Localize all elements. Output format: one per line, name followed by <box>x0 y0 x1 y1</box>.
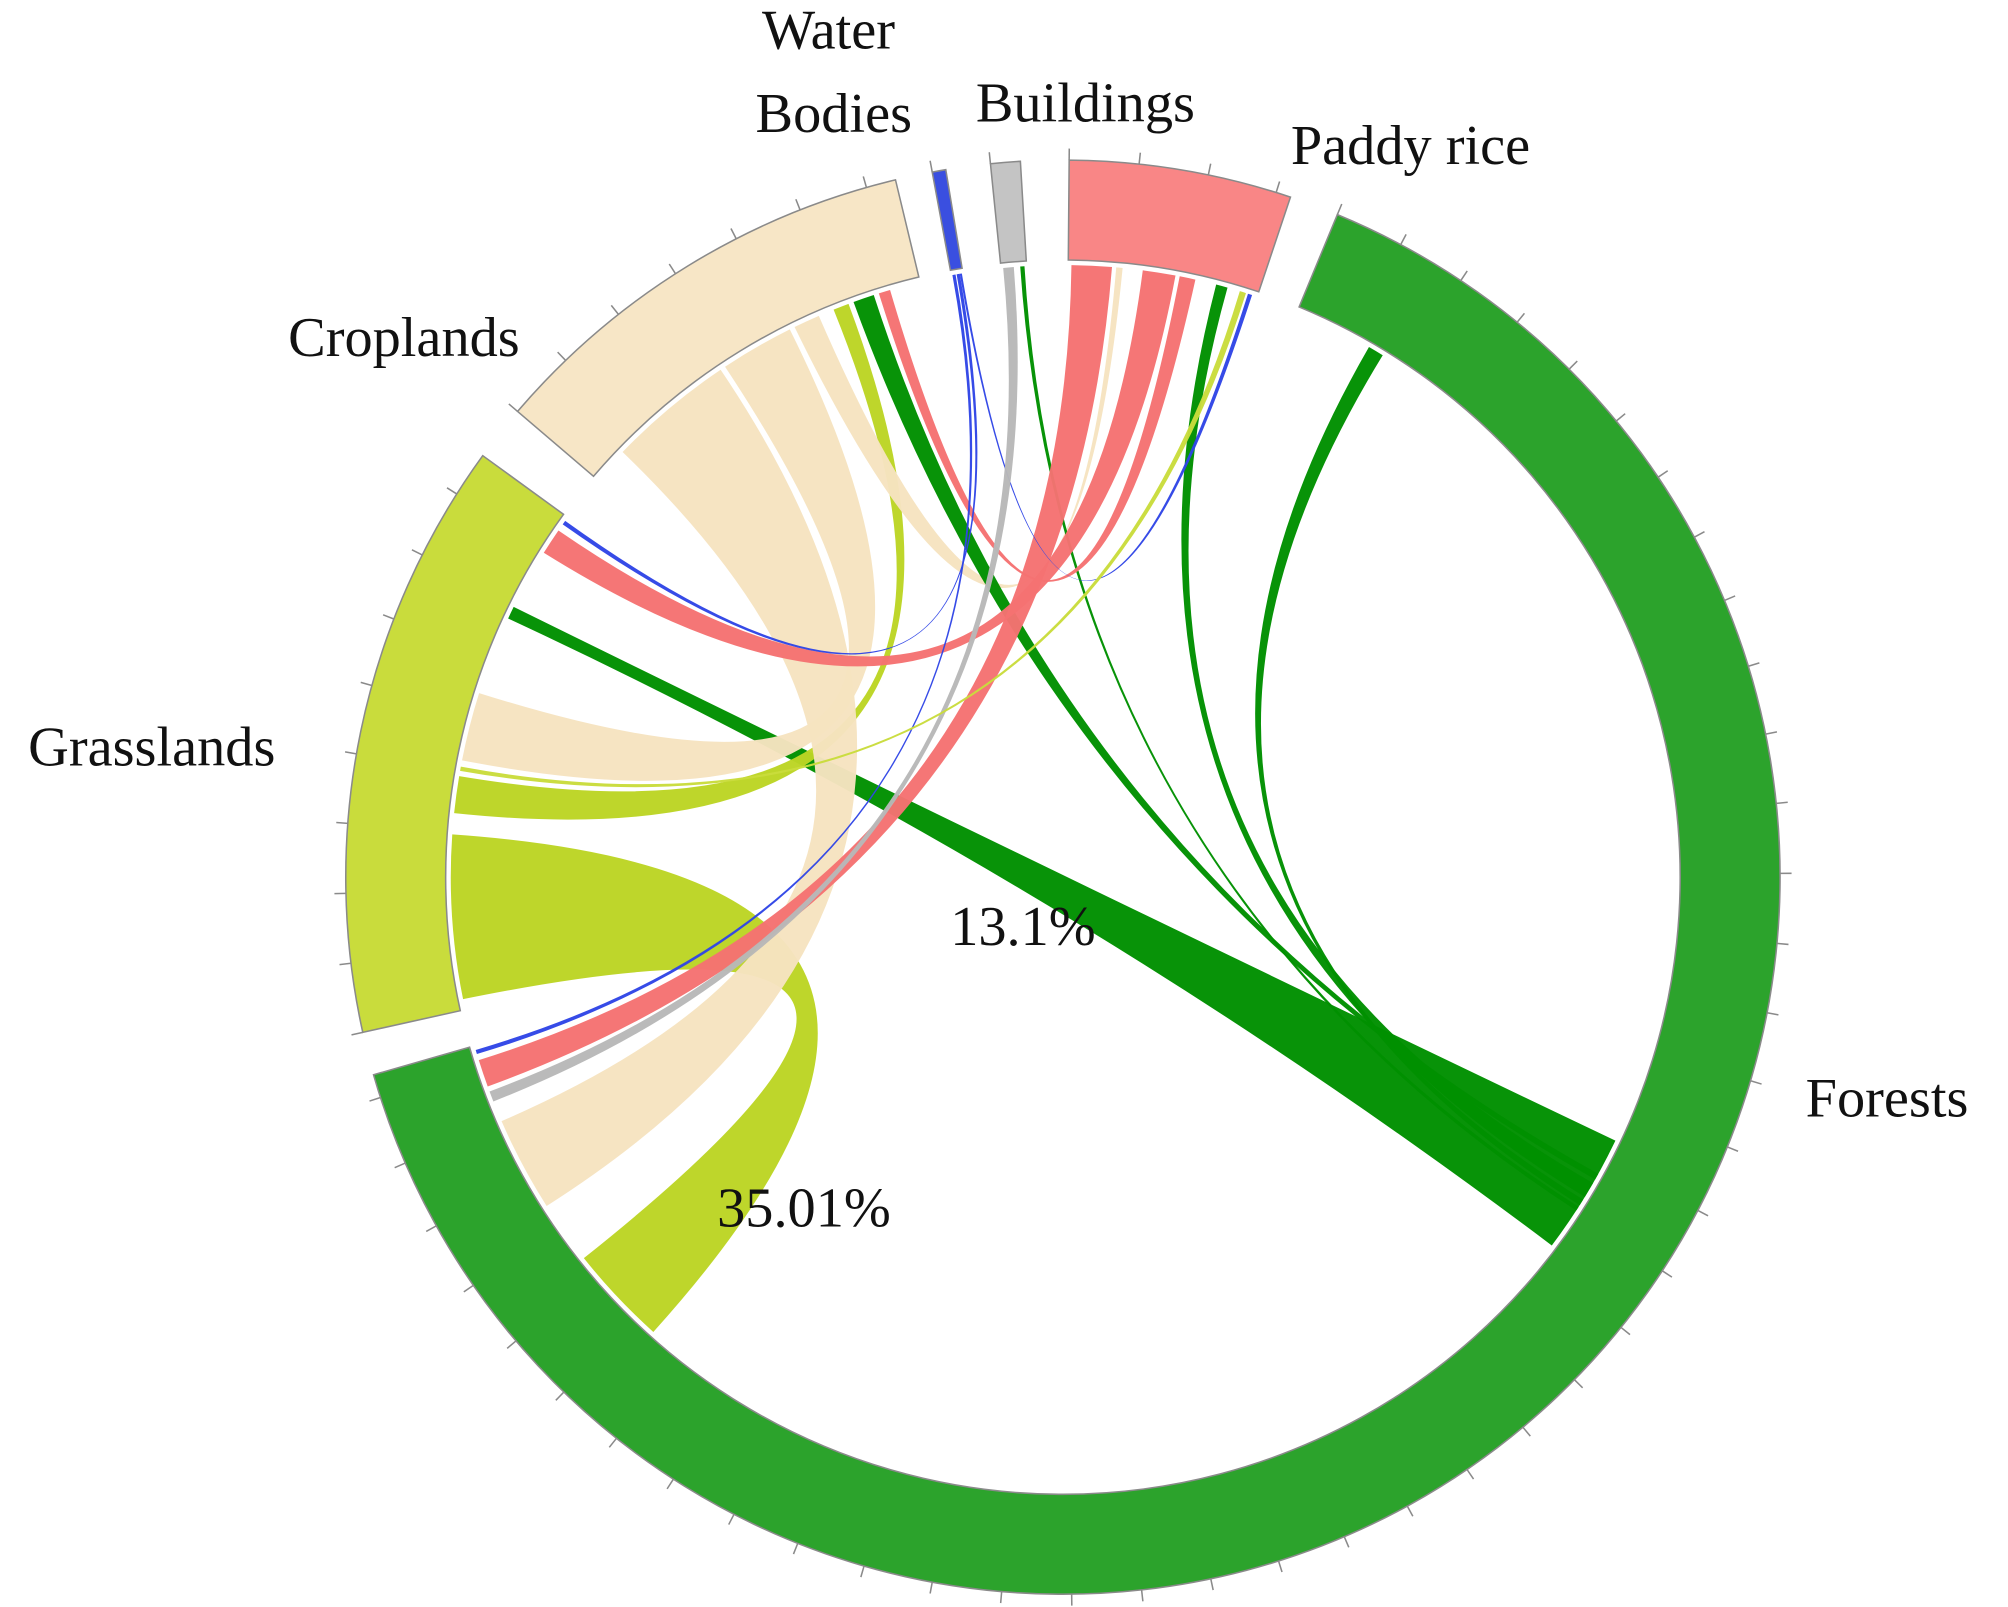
tick-mark <box>1460 270 1468 281</box>
tick-mark <box>446 487 458 495</box>
tick-mark <box>1568 360 1578 370</box>
tick-mark <box>1275 181 1281 193</box>
tick-mark <box>1727 1146 1739 1152</box>
tick-mark <box>608 1437 618 1448</box>
tick-mark <box>1766 1011 1779 1016</box>
tick-mark <box>610 304 620 315</box>
tick-mark <box>425 1225 437 1233</box>
segment-paddy-rice <box>1067 159 1292 293</box>
segment-water-bodies <box>931 168 963 272</box>
tick-mark <box>506 1340 517 1349</box>
segment-label-buildings: Buildings <box>976 73 1195 135</box>
tick-mark <box>929 1582 933 1594</box>
tick-mark <box>339 962 352 966</box>
ribbon-grasslands-to-croplands <box>454 303 905 820</box>
tick-mark <box>1657 470 1669 478</box>
segment-label-grasslands: Grasslands <box>28 717 275 779</box>
ribbon-paddy-rice-to-forests <box>478 265 1113 1087</box>
tick-mark <box>1210 1578 1214 1591</box>
ribbon-water-bodies-to-grasslands <box>562 273 978 655</box>
segment-croplands <box>516 178 920 478</box>
tick-mark <box>1661 1270 1673 1278</box>
tick-mark <box>1697 1209 1709 1217</box>
tick-mark <box>1615 413 1626 422</box>
ribbon-croplands-to-forests <box>501 369 858 1206</box>
tick-mark <box>1140 1589 1144 1602</box>
tick-mark <box>1765 731 1778 735</box>
tick-mark <box>1138 152 1142 165</box>
tick-mark <box>1343 1536 1350 1548</box>
tick-mark <box>728 1513 735 1525</box>
ribbon-croplands-to-grasslands <box>462 329 876 781</box>
segment-forests <box>372 213 1781 1595</box>
segment-label-water-bodies-line2: Bodies <box>756 83 912 145</box>
tick-mark <box>1724 595 1736 602</box>
tick-mark <box>1693 531 1705 538</box>
segments-layer <box>334 148 1792 1606</box>
tick-mark <box>730 228 737 240</box>
tick-mark <box>557 351 567 361</box>
tick-mark <box>351 1031 363 1036</box>
tick-mark <box>1406 1505 1414 1517</box>
segment-grasslands <box>345 454 565 1034</box>
segment-label-water-bodies-line1: Water <box>762 0 895 62</box>
labels-layer: Paddy rice Forests Grasslands Croplands … <box>28 0 1968 1240</box>
tick-mark <box>508 403 519 413</box>
percentage-label-forest-to-grassland: 13.1% <box>950 896 1096 958</box>
tick-mark <box>394 1162 406 1169</box>
segment-buildings <box>989 160 1028 264</box>
tick-mark <box>668 263 677 275</box>
tick-mark <box>1620 1326 1631 1336</box>
tick-mark <box>411 549 423 556</box>
tick-mark <box>369 1096 381 1102</box>
tick-mark <box>1400 234 1407 245</box>
tick-mark <box>1750 1080 1762 1085</box>
tick-mark <box>1573 1379 1584 1389</box>
tick-mark <box>988 152 992 164</box>
tick-mark <box>1466 1469 1475 1480</box>
tick-mark <box>1748 662 1760 668</box>
tick-mark <box>1776 942 1789 946</box>
segment-label-forests: Forests <box>1806 1068 1969 1130</box>
tick-mark <box>1336 203 1343 215</box>
tick-mark <box>666 1478 675 1490</box>
tick-mark <box>1277 1560 1283 1573</box>
percentage-label-grassland-to-forest: 35.01% <box>717 1178 891 1240</box>
tick-mark <box>862 176 868 188</box>
segment-label-croplands: Croplands <box>288 307 520 369</box>
tick-mark <box>344 751 357 755</box>
tick-mark <box>463 1284 474 1293</box>
tick-mark <box>929 160 933 173</box>
segment-label-paddy-rice: Paddy rice <box>1291 115 1530 177</box>
tick-mark <box>1522 1426 1531 1437</box>
tick-mark <box>860 1565 865 1578</box>
tick-mark <box>999 1591 1003 1604</box>
ribbons-layer <box>450 265 1616 1332</box>
tick-mark <box>1776 801 1788 805</box>
tick-mark <box>555 1391 565 1401</box>
tick-mark <box>1207 163 1212 176</box>
tick-mark <box>795 198 801 211</box>
tick-mark <box>360 681 373 687</box>
ribbon-croplands-to-paddy-rice <box>794 267 1123 589</box>
tick-mark <box>1516 312 1526 323</box>
tick-mark <box>382 614 395 620</box>
tick-mark <box>336 821 348 825</box>
ribbon-forests-to-grasslands <box>508 606 1616 1246</box>
tick-mark <box>792 1543 799 1555</box>
